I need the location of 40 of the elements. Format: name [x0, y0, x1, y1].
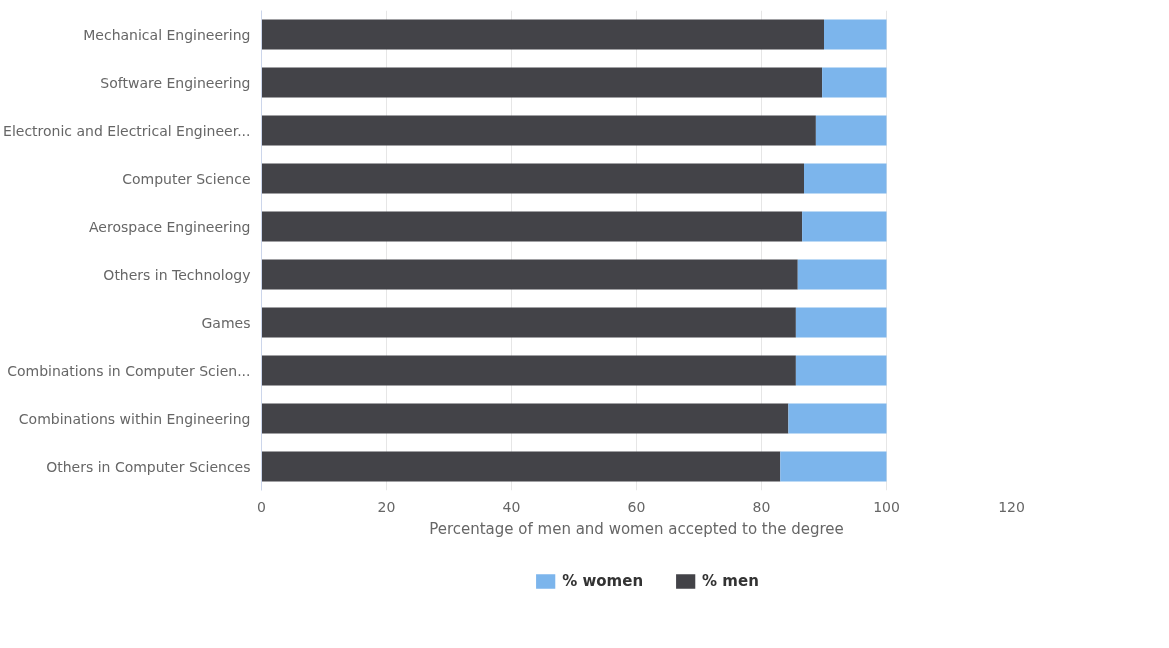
bar: [261, 19, 824, 50]
y-tick-label: Others in Computer Sciences: [46, 458, 251, 475]
y-tick-label: Combinations within Engineering: [18, 410, 251, 427]
x-tick-label: 80: [752, 498, 771, 515]
bar: [261, 307, 796, 338]
bar: [780, 451, 887, 482]
x-tick-label: 40: [502, 498, 521, 515]
bar: [804, 163, 887, 194]
bar: [795, 307, 887, 338]
bar: [261, 403, 789, 434]
bar: [802, 211, 887, 242]
bar: [797, 259, 887, 290]
bar: [261, 451, 781, 482]
x-tick-label: 0: [257, 498, 266, 515]
bar: [795, 355, 887, 386]
bar: [261, 355, 796, 386]
y-tick-label: Others in Technology: [103, 266, 251, 283]
bar: [261, 67, 823, 98]
bar: [788, 403, 887, 434]
bar: [822, 67, 887, 98]
legend-label: % men: [702, 571, 759, 590]
bar: [261, 259, 798, 290]
bar: [824, 19, 887, 50]
y-tick-label: Combinations in Computer Scien...: [7, 362, 251, 379]
legend-label: % women: [562, 571, 644, 590]
bar: [261, 163, 804, 194]
bar: [261, 115, 816, 146]
x-tick-label: 60: [627, 498, 646, 515]
x-tick-label: 20: [377, 498, 396, 515]
y-tick-label: Aerospace Engineering: [89, 218, 251, 235]
y-tick-label: Games: [201, 314, 251, 331]
x-axis-title: Percentage of men and women accepted to the degree: [429, 519, 844, 538]
y-tick-label: Software Engineering: [100, 74, 251, 91]
y-tick-label: Mechanical Engineering: [83, 26, 251, 43]
y-tick-label: Computer Science: [122, 170, 251, 187]
x-tick-label: 120: [998, 498, 1025, 515]
y-tick-label: Electronic and Electrical Engineer...: [3, 122, 251, 139]
bar: [815, 115, 887, 146]
bar: [261, 211, 803, 242]
x-tick-label: 100: [873, 498, 900, 515]
